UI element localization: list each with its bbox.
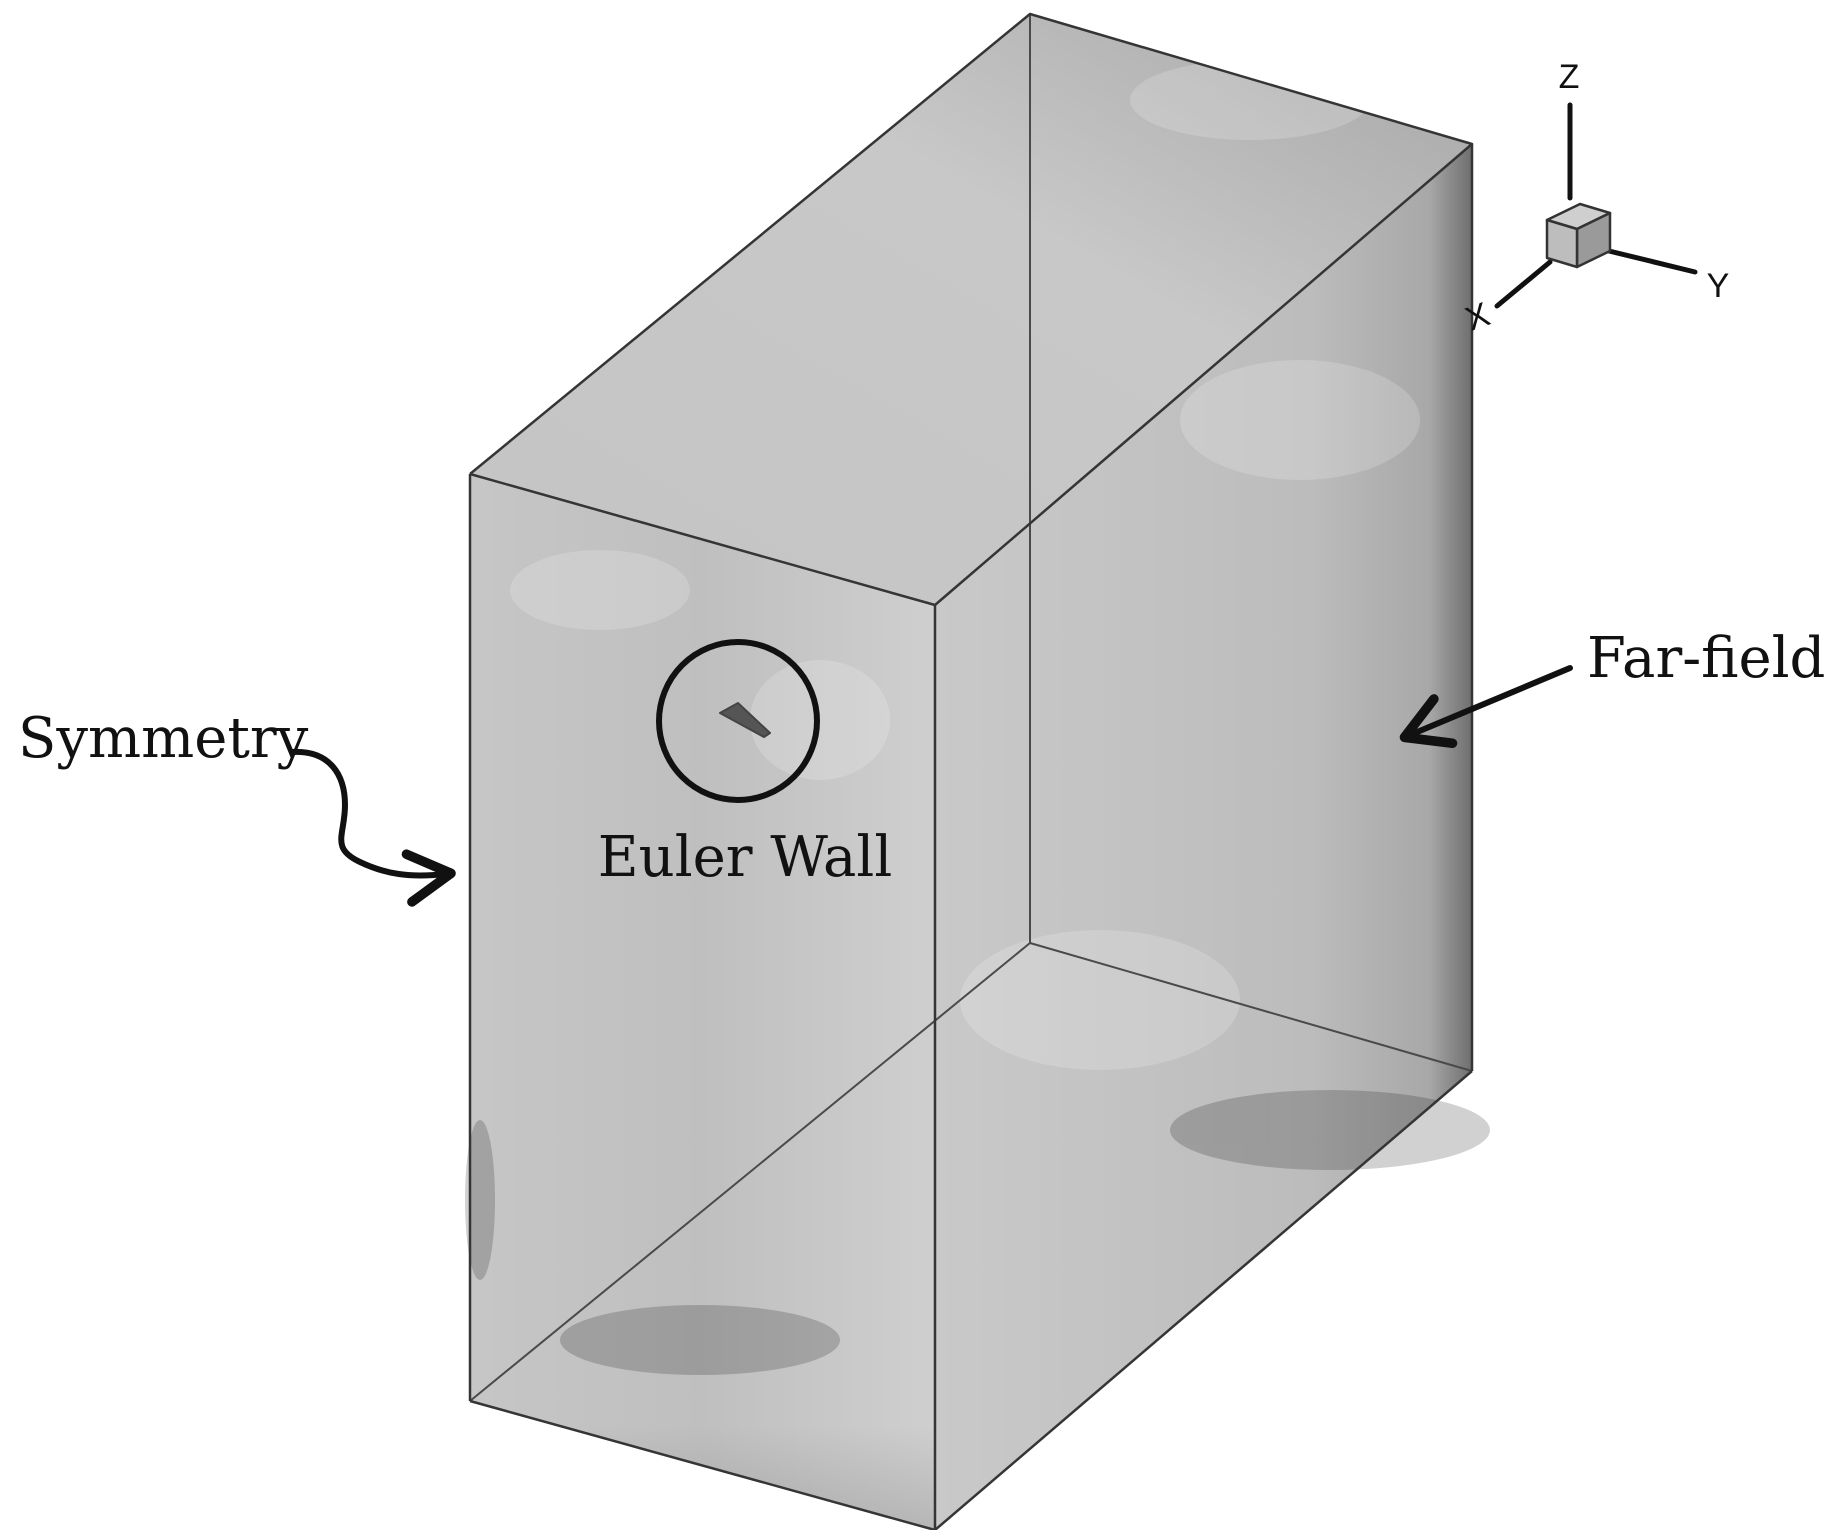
symmetry-arrow (289, 748, 456, 907)
x-axis-line (1494, 259, 1553, 309)
domain-box (465, 12, 1490, 1530)
euler-wall-label: Euler Wall (598, 825, 892, 890)
top-face (470, 14, 1472, 605)
euler-wall-marker (656, 639, 820, 803)
box-edges (468, 12, 1474, 1530)
y-axis-label: Y (1707, 267, 1730, 305)
z-axis-label: Z (1559, 58, 1580, 96)
wing-icon (719, 702, 771, 738)
euler-wall-circle (656, 639, 820, 803)
hidden-edges (469, 14, 1473, 1402)
symmetry-face-shade (470, 474, 935, 1530)
surface-mottling (465, 60, 1490, 1375)
y-axis-line (1602, 247, 1698, 275)
far-field-label: Far-field (1587, 626, 1825, 691)
triad-cube-icon (1545, 202, 1612, 269)
far-field-arrow (1399, 665, 1573, 749)
symmetry-label: Symmetry (18, 706, 309, 771)
axis-triad: Z Y X (1461, 58, 1730, 339)
